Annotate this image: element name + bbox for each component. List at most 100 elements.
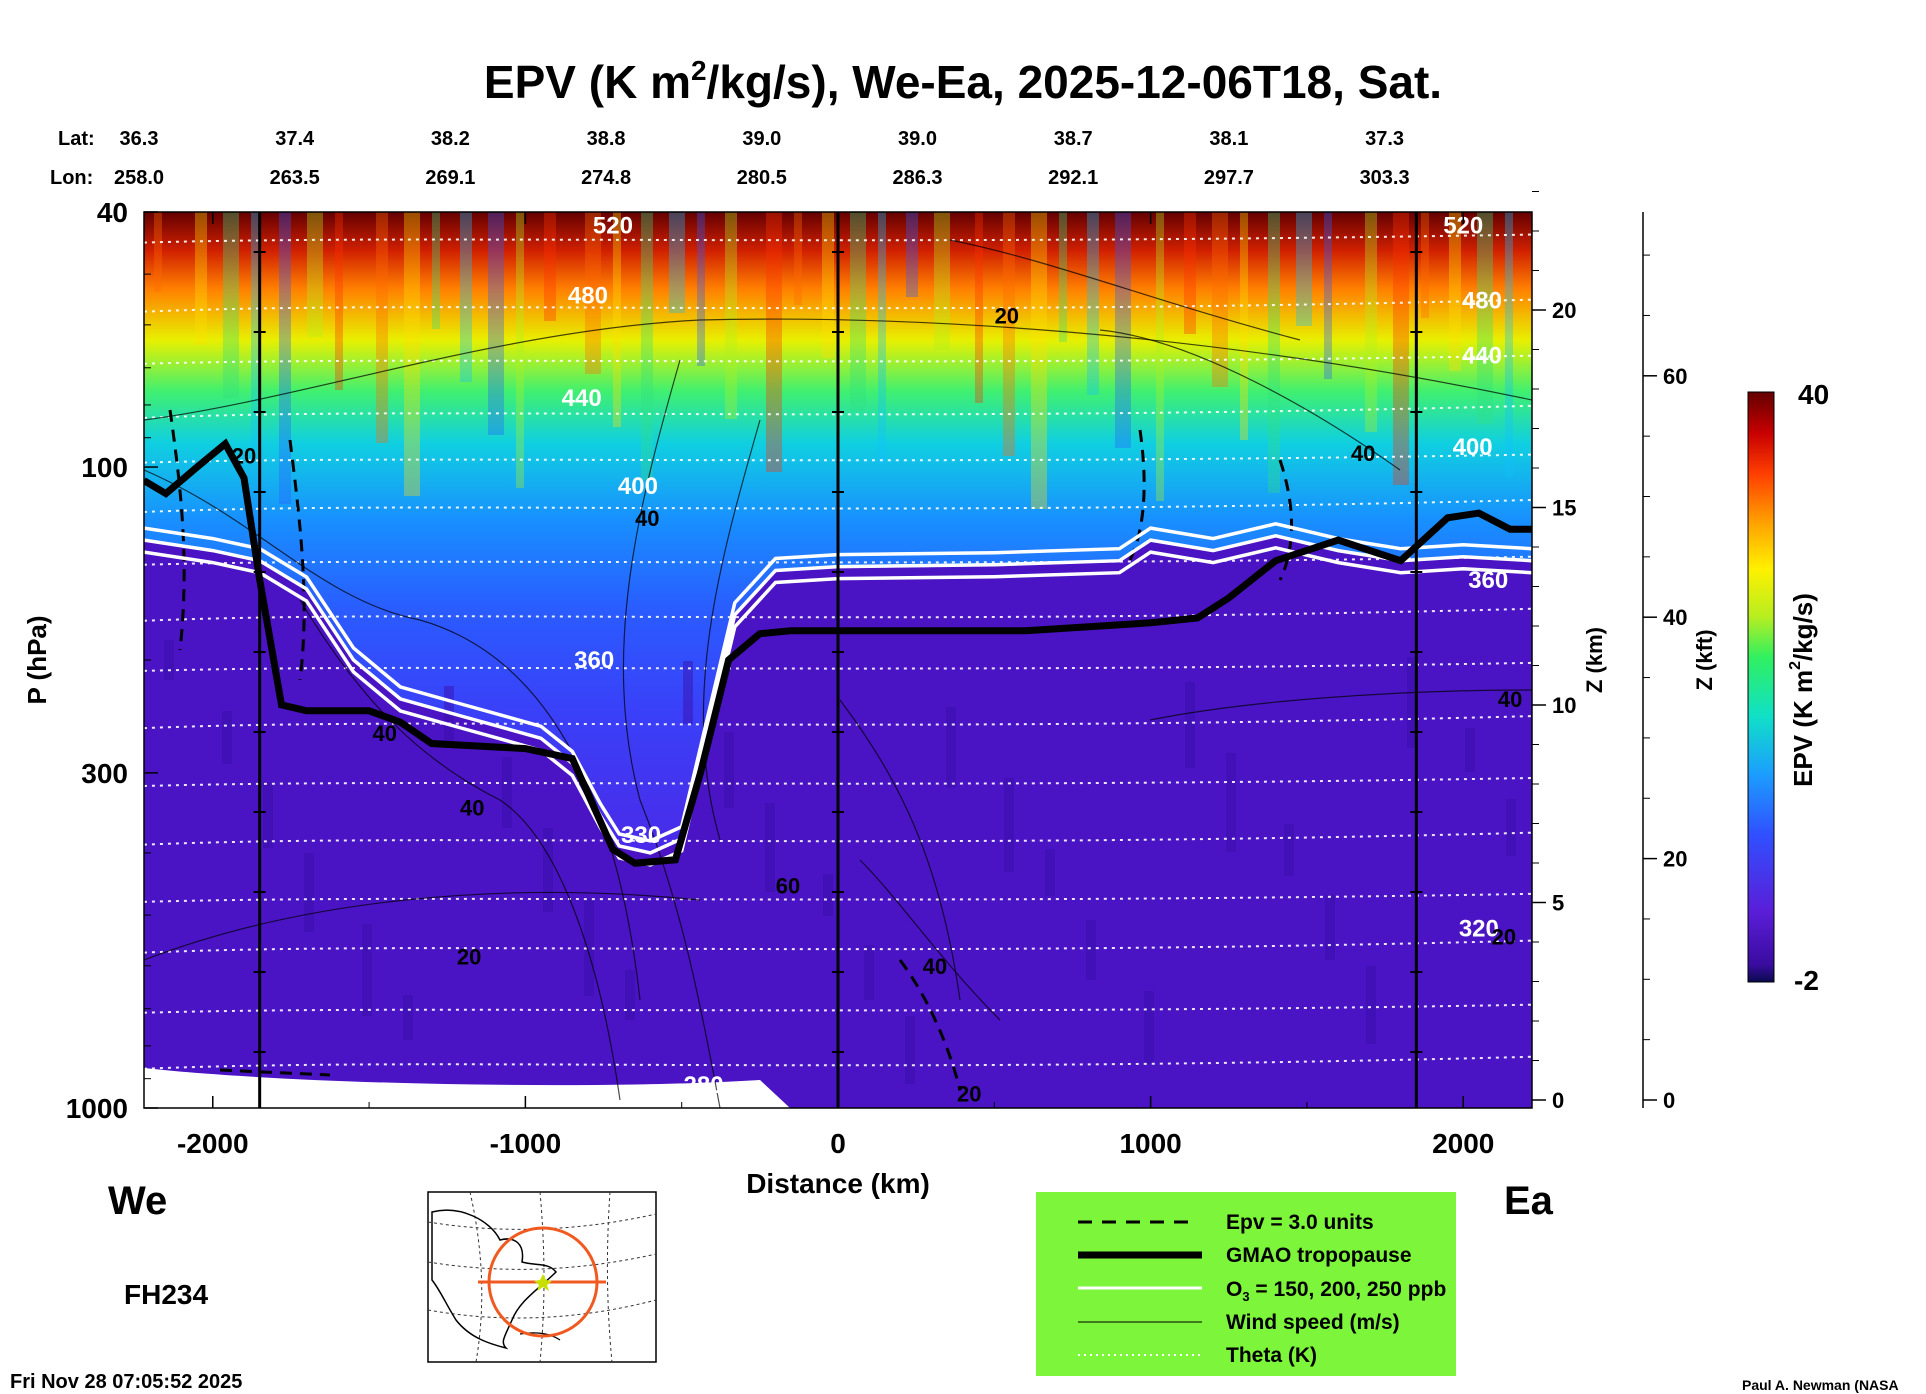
y-tick-label: 1000: [66, 1093, 128, 1124]
legend-theta-label: Theta (K): [1226, 1344, 1317, 1367]
epv-streak: [1324, 212, 1332, 379]
wind-contour: [144, 318, 1532, 421]
theta-label: 440: [1462, 343, 1502, 370]
epv-streak: [725, 212, 737, 419]
epv-streak: [279, 212, 291, 504]
epv-streak: [934, 212, 950, 350]
epv-streak: [444, 686, 454, 744]
colorbar-max-label: 40: [1798, 379, 1829, 410]
wind-contours: [144, 239, 1532, 1108]
epv-streak: [1004, 778, 1014, 872]
lon-values: 258.0 263.5 269.1 274.8 280.5 286.3 292.1 297.7…: [114, 167, 1410, 189]
y-tick-label: 100: [81, 452, 128, 483]
lat-values: 36.3 37.4 38.2 38.8 39.0 39.0 38.7 38.1 37.3: [120, 128, 1405, 150]
epv-streak: [864, 945, 874, 1000]
epv-streak: [1477, 212, 1493, 424]
epv-streak: [1240, 212, 1248, 440]
z-km-axis: 0 5 10 15 20: [1532, 191, 1576, 1113]
epv-streak: [1325, 895, 1335, 960]
lon-value: 263.5: [270, 167, 320, 189]
epv-streak: [1505, 212, 1513, 477]
z-kft-tick-label: 60: [1663, 364, 1687, 389]
epv-streak: [766, 212, 782, 472]
terrain-mask: [144, 1068, 790, 1108]
wind-contour: [949, 239, 1301, 341]
wind-contour: [622, 359, 721, 1108]
lon-value: 292.1: [1048, 167, 1098, 189]
epv-streak: [154, 212, 162, 292]
epv-streak: [1284, 824, 1294, 876]
y-tick-label: 300: [81, 758, 128, 789]
lat-label: Lat:: [58, 128, 95, 150]
globe-map-icon: [427, 1191, 657, 1363]
epv-streak: [1449, 212, 1461, 371]
contour-labels: 5204804404003603303202805204804404003602…: [232, 213, 1523, 1107]
wind-speed-label: 20: [995, 303, 1019, 328]
epv-streak: [488, 212, 504, 435]
west-label: We: [108, 1179, 167, 1223]
epv-streak: [1184, 212, 1196, 334]
x-tick-label: 0: [830, 1128, 846, 1159]
colorbar-label: EPV (K m2/kg/s): [1787, 593, 1818, 787]
tropopause-line: [144, 438, 1532, 867]
lon-value: 274.8: [581, 167, 631, 189]
epv-streak: [1156, 212, 1164, 501]
east-label: Ea: [1504, 1179, 1554, 1223]
z-km-tick-label: 15: [1552, 496, 1576, 521]
epv-streak: [1421, 212, 1429, 318]
z-km-tick-label: 0: [1552, 1088, 1564, 1113]
epv-streak: [669, 212, 685, 313]
lat-value: 39.0: [898, 128, 937, 150]
z-kft-label: Z (kft): [1692, 629, 1717, 690]
x-tick-label: -2000: [177, 1128, 249, 1159]
epv-streak: [878, 212, 886, 464]
theta-label: 520: [593, 213, 633, 240]
epv-streak: [1031, 212, 1047, 509]
epv-dashed-contour: [219, 1068, 331, 1077]
colorbar: [1747, 391, 1775, 983]
credit: Paul A. Newman (NASA: [1742, 1377, 1899, 1393]
z-kft-tick-label: 20: [1663, 847, 1687, 872]
wind-speed-label: 40: [923, 954, 947, 979]
theta-label: 330: [621, 822, 661, 849]
epv-streak: [1407, 657, 1417, 748]
epv-streak: [404, 212, 420, 496]
epv-streak: [263, 782, 273, 848]
epv-streak: [584, 899, 594, 996]
z-km-tick-label: 10: [1552, 693, 1576, 718]
epv-streak: [724, 732, 734, 808]
epv-streak: [376, 212, 388, 443]
epv-streak: [1393, 212, 1409, 485]
x-tick-label: 1000: [1119, 1128, 1181, 1159]
epv-streak: [1185, 682, 1195, 768]
lon-value: 280.5: [737, 167, 787, 189]
lat-value: 39.0: [742, 128, 781, 150]
theta-label: 400: [1453, 434, 1493, 461]
z-kft-axis: 0 20 40 60: [1643, 254, 1687, 1113]
epv-streak: [683, 661, 693, 724]
theta-label: 280: [684, 1072, 724, 1099]
epv-streak: [403, 995, 413, 1040]
epv-streak: [765, 803, 775, 892]
legend-ozone-label: O3 = 150, 200, 250 ppb: [1226, 1278, 1446, 1304]
epv-streak: [460, 212, 472, 382]
epv-streak: [823, 874, 833, 916]
epv-streak: [946, 707, 956, 788]
wind-contour: [1149, 689, 1532, 721]
epv-streak: [195, 212, 207, 345]
x-axis-ticks: -2000 -1000 0 1000 2000: [177, 212, 1494, 1159]
epv-streak: [1144, 991, 1154, 1064]
epv-streak: [1045, 849, 1055, 896]
epv-streak: [1087, 212, 1099, 395]
epv-streak: [543, 828, 553, 912]
epv-streak: [1003, 212, 1015, 456]
lat-value: 38.7: [1054, 128, 1093, 150]
epv-streak: [222, 711, 232, 764]
wind-contour: [1099, 329, 1401, 471]
x-tick-label: 2000: [1432, 1128, 1494, 1159]
z-kft-tick-label: 0: [1663, 1088, 1675, 1113]
wind-speed-label: 20: [232, 444, 256, 469]
wind-speed-label: 60: [776, 874, 800, 899]
wind-contour: [702, 419, 761, 841]
